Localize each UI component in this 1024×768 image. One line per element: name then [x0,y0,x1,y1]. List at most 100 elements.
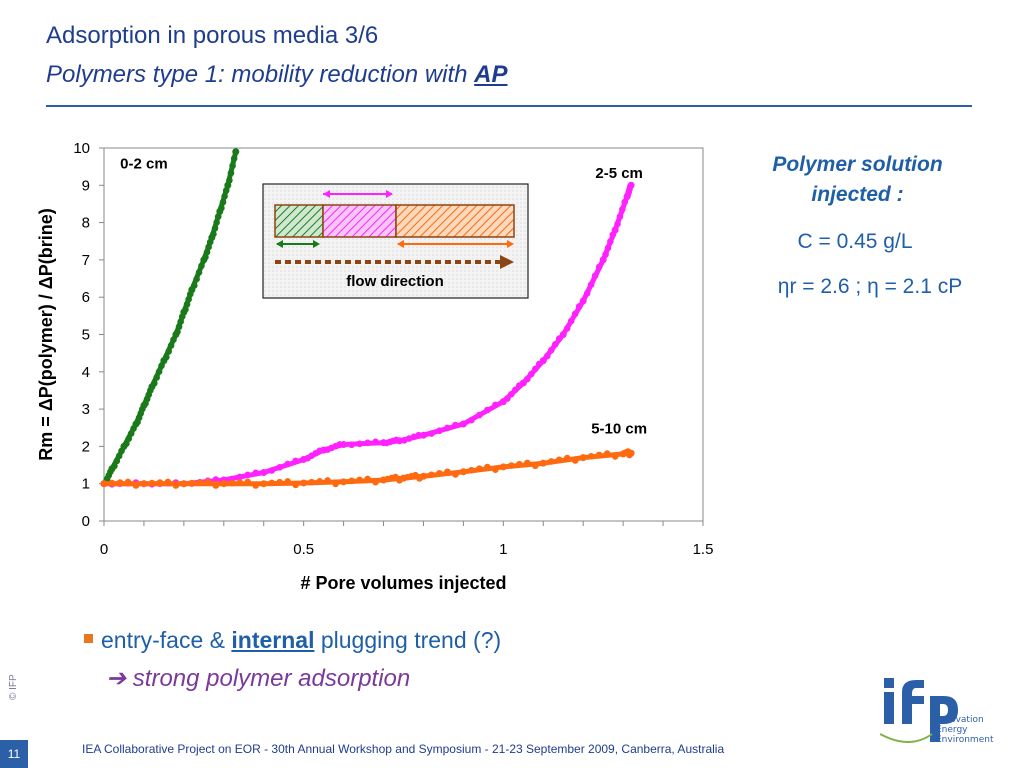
viscosity-value: ηr = 2.6 ; η = 2.1 cP [777,275,963,298]
pressure-ratio-chart: 0 1 2 3 4 5 6 7 8 9 10 0 0.5 1 1.5 # Pore volumes injec… [36,140,713,593]
data-point [591,272,599,280]
bullet-square-icon [84,634,93,644]
data-point [356,476,363,484]
data-point [236,479,244,486]
data-point [419,431,427,439]
data-point [190,282,198,289]
data-point [547,458,555,465]
data-point [196,479,204,486]
flow-direction-inset: flow direction [262,183,529,299]
data-point [604,244,612,252]
data-point [156,479,164,486]
data-point [468,416,475,424]
data-point [284,478,291,485]
data-point [436,469,443,477]
data-point [219,198,227,206]
data-point [218,204,225,212]
data-point [132,482,140,489]
data-point [165,348,172,355]
x-tick-label: 1.5 [693,541,714,558]
data-point [292,481,299,489]
data-point [547,346,555,354]
data-point [484,463,491,471]
data-point [202,253,209,261]
bullet-prefix: entry-face & [101,627,232,653]
data-point [504,395,511,402]
y-tick-label: 3 [82,401,90,418]
data-point [226,177,233,184]
data-point [300,479,308,487]
data-point [252,482,260,489]
data-point [512,386,519,394]
data-point [260,480,268,488]
data-point [523,459,531,467]
data-point [452,421,459,429]
title-divider [46,105,972,107]
data-point [579,297,587,305]
data-point [340,441,348,449]
data-point [523,375,531,383]
data-point [599,256,607,264]
conclusion-text: ➔ strong polymer adsorption [106,665,411,692]
data-point [268,479,276,487]
data-point [508,462,515,469]
data-point [476,411,483,419]
data-point [308,478,315,486]
data-point [229,162,236,170]
data-point [419,472,427,480]
data-point [595,263,603,271]
data-point [260,469,268,477]
data-point [213,219,220,226]
data-point [551,341,559,348]
data-point [614,220,621,228]
data-point [531,462,539,470]
data-point [468,466,475,474]
y-tick-label: 10 [73,140,90,157]
data-point [167,342,175,349]
y-tick-label: 4 [82,364,90,381]
series-0-2-cm [100,148,240,488]
data-point [204,478,212,486]
page-number: 11 [0,740,28,768]
data-point [177,318,184,325]
data-point [127,430,135,437]
y-tick-label: 1 [82,476,90,493]
chart-axes: 0 1 2 3 4 5 6 7 8 9 10 0 0.5 1 1.5 # Pore volumes injec… [36,140,713,593]
slide-subtitle: Polymers type 1: mobility reduction with… [46,61,508,89]
data-point [627,449,635,457]
data-point [531,365,539,373]
ifp-logo: Innovation Energy Environment [880,678,994,745]
x-tick-label: 1 [499,541,507,558]
data-point [603,450,611,457]
data-point [559,331,567,338]
logo-tagline-2: Energy [936,725,968,735]
data-point [563,454,571,462]
data-point [162,353,170,361]
data-point [364,475,371,483]
data-point [211,224,219,232]
data-point [195,269,203,276]
data-point [100,480,108,488]
series-line [101,149,239,487]
data-point [205,243,212,251]
data-point [198,262,205,270]
series-annotation: 5-10 cm [591,420,647,437]
y-tick-label: 8 [82,215,90,232]
data-point [164,478,172,486]
data-point [220,480,228,488]
copyright-label: © IFP [8,674,19,700]
logo-dot-icon [884,678,894,688]
data-point [587,452,595,460]
data-point [587,281,595,288]
data-point [115,452,123,460]
series-annotation: 0-2 cm [120,156,168,173]
data-point [372,438,379,446]
data-point [484,406,491,414]
bullet-point: entry-face & internal plugging trend (?) [84,627,501,654]
data-point [172,482,180,489]
data-point [459,420,467,428]
data-point [595,451,603,459]
subtitle-emphasis: AP [474,61,508,88]
data-point [555,456,563,464]
data-point [508,390,515,398]
